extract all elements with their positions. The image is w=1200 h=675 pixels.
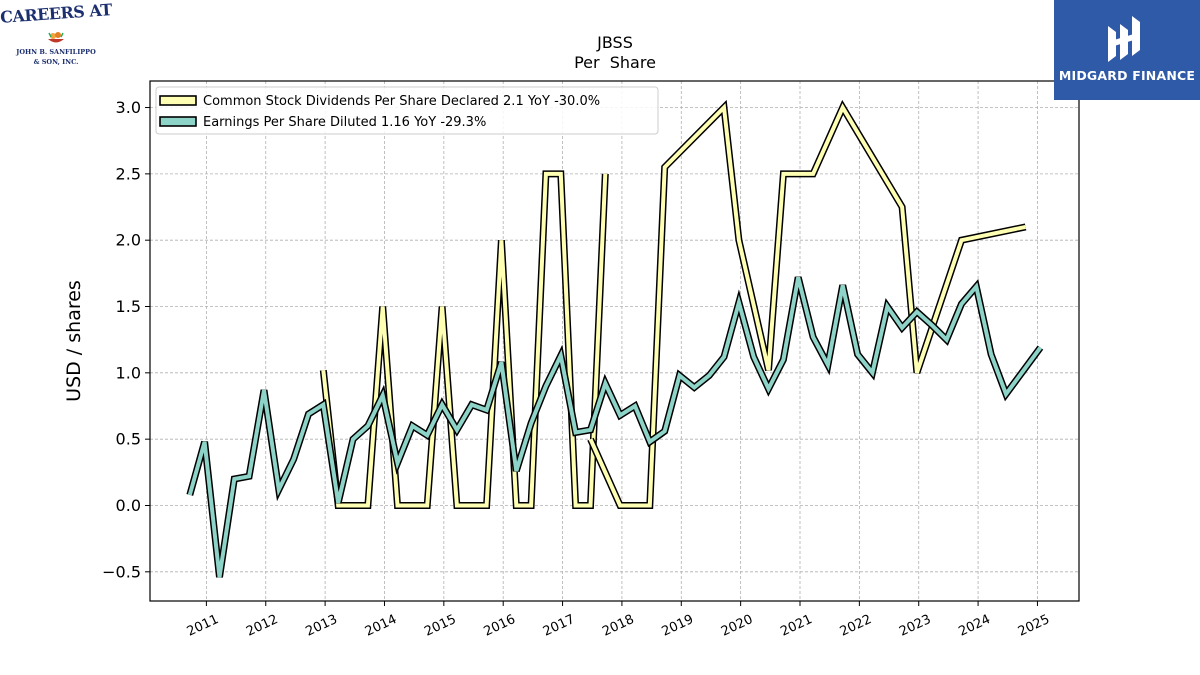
careers-logo-company: JOHN B. SANFILIPPO	[16, 48, 96, 56]
careers-logo-title: CAREERS AT	[0, 0, 113, 27]
y-tick-label: −0.5	[102, 562, 141, 581]
series-0-line	[321, 171, 608, 508]
x-tick-label: 2020	[719, 612, 755, 640]
chart-title: JBSS	[596, 33, 633, 52]
series-layer	[186, 99, 1044, 578]
legend-swatch	[159, 95, 197, 106]
x-tick-label: 2021	[778, 612, 814, 640]
plot-frame	[149, 80, 1080, 602]
x-tick-label: 2015	[422, 612, 458, 640]
x-tick-label: 2014	[363, 612, 399, 640]
legend-swatch	[159, 116, 197, 127]
x-tick-label: 2012	[244, 612, 280, 640]
y-tick-label: 2.0	[116, 231, 141, 250]
x-tick-label: 2023	[897, 612, 933, 640]
x-tick-label: 2016	[482, 612, 518, 640]
grid	[150, 81, 1079, 601]
y-tick-label: 0.0	[116, 496, 141, 515]
legend-label: Common Stock Dividends Per Share Declare…	[203, 94, 600, 109]
y-tick-label: 1.5	[116, 297, 141, 316]
midgard-mark-icon	[1108, 16, 1140, 62]
x-tick-label: 2022	[838, 612, 874, 640]
x-tick-label: 2013	[303, 612, 339, 640]
x-tick-label: 2025	[1016, 612, 1052, 640]
legend: Common Stock Dividends Per Share Declare…	[155, 86, 659, 135]
y-tick-label: 0.5	[116, 430, 141, 449]
careers-logo: CAREERS AT JOHN B. SANFILIPPO & SON, INC…	[0, 0, 112, 80]
midgard-finance-logo: MIDGARD FINANCE	[1054, 0, 1200, 100]
x-tick-label: 2019	[660, 612, 696, 640]
x-tick-label: 2018	[600, 612, 636, 640]
x-tick-label: 2011	[185, 612, 221, 640]
series-1-line	[187, 276, 1043, 578]
legend-label: Earnings Per Share Diluted 1.16 YoY -29.…	[203, 115, 486, 130]
x-tick-label: 2024	[956, 612, 992, 640]
careers-logo-company-suffix: & SON, INC.	[33, 58, 79, 66]
y-axis-label: USD / shares	[63, 280, 85, 402]
ticks: 2011 2012 2013 2014 2015 2016 2017 2018 2019 2020…	[102, 98, 1052, 640]
y-tick-label: 1.0	[116, 363, 141, 382]
legend-box	[155, 86, 659, 135]
y-tick-label: 2.5	[116, 164, 141, 183]
y-tick-label: 3.0	[116, 98, 141, 117]
midgard-finance-text: MIDGARD FINANCE	[1058, 68, 1196, 83]
nut-basket-icon	[48, 32, 64, 43]
chart-subtitle: Per Share	[574, 53, 656, 72]
x-tick-label: 2017	[541, 612, 577, 640]
